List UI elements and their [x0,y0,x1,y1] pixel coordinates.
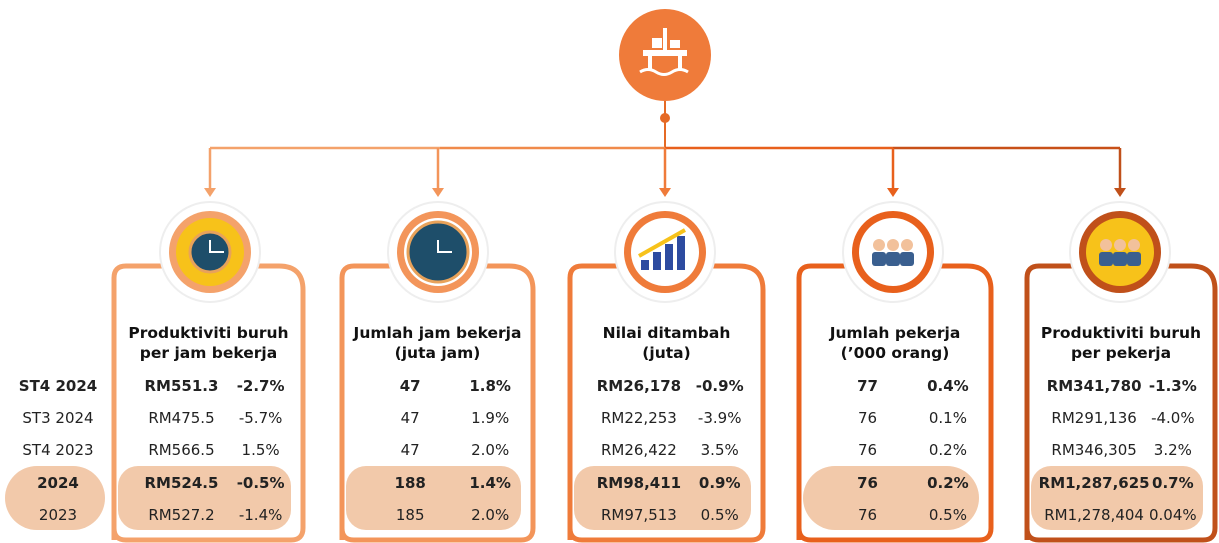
person-head [887,239,899,251]
person-body [1113,252,1127,266]
value: RM26,178 [597,377,681,395]
row-label: 2024 [37,474,79,492]
change: 3.2% [1154,441,1192,459]
arrow-head [432,188,444,197]
value: RM346,305 [1051,441,1136,459]
value: RM1,287,625 [1039,474,1150,492]
row-label: ST4 2023 [22,441,93,459]
bar-icon [677,236,685,270]
change: 1.9% [471,409,509,427]
person-head [1100,239,1112,251]
value: RM98,411 [597,474,681,492]
arrow-head [659,188,671,197]
value: RM551.3 [145,377,219,395]
value: RM524.5 [145,474,219,492]
change: -5.7% [239,409,283,427]
bar-icon [665,244,673,270]
change: 0.2% [929,441,967,459]
graphics [0,0,1219,543]
change: 0.4% [927,377,969,395]
value: RM26,422 [601,441,677,459]
card-title: Jumlah pekerja [830,323,961,343]
value: 188 [395,474,426,492]
person-body [886,252,900,266]
bar-icon [641,260,649,270]
change: -2.7% [237,377,285,395]
change: 0.1% [929,409,967,427]
change: 1.5% [242,441,280,459]
card-title: (’000 orang) [841,343,950,363]
value: 47 [400,377,421,395]
bar-icon [653,252,661,270]
person-head [1114,239,1126,251]
row-label: ST4 2024 [19,377,97,395]
person-body [1127,252,1141,266]
value: 47 [401,441,420,459]
infographic: ST4 2024 ST3 2024 ST4 2023 2024 2023 Produkti… [0,0,1219,543]
card-title: Nilai ditambah [603,323,731,343]
value: RM527.2 [148,506,214,524]
person-body [1099,252,1113,266]
change: -0.9% [696,377,744,395]
change: 2.0% [471,506,509,524]
change: -1.3% [1149,377,1197,395]
arrow-head [204,188,216,197]
value: RM475.5 [148,409,214,427]
arrow-head [887,188,899,197]
change: 0.7% [1152,474,1194,492]
value: 76 [858,409,877,427]
change: 0.5% [929,506,967,524]
row-label: 2023 [39,506,77,524]
change: -1.4% [239,506,283,524]
person-head [873,239,885,251]
person-body [900,252,914,266]
person-head [901,239,913,251]
value: 76 [858,506,877,524]
card-title: per jam bekerja [140,343,277,363]
change: 1.8% [469,377,511,395]
value: RM97,513 [601,506,677,524]
person-head [1128,239,1140,251]
value: RM566.5 [148,441,214,459]
value: RM22,253 [601,409,677,427]
change: 0.9% [699,474,741,492]
value: RM341,780 [1047,377,1142,395]
change: 0.2% [927,474,969,492]
person-body [872,252,886,266]
value: 76 [857,474,878,492]
value: 76 [858,441,877,459]
change: -4.0% [1151,409,1195,427]
card-title: Produktiviti buruh [1041,323,1201,343]
value: 77 [857,377,878,395]
value: 47 [401,409,420,427]
value: RM291,136 [1051,409,1136,427]
change: 3.5% [701,441,739,459]
change: -0.5% [237,474,285,492]
change: 1.4% [469,474,511,492]
arrow-head [1114,188,1126,197]
change: 0.04% [1149,506,1197,524]
change: 0.5% [701,506,739,524]
card-title: Produktiviti buruh [128,323,288,343]
value: 185 [396,506,425,524]
card-title: (juta) [642,343,690,363]
card-title: per pekerja [1071,343,1171,363]
card-title: Jumlah jam bekerja [354,323,522,343]
row-label: ST3 2024 [22,409,93,427]
change: -3.9% [698,409,742,427]
card-title: (juta jam) [395,343,481,363]
change: 2.0% [471,441,509,459]
value: RM1,278,404 [1044,506,1144,524]
